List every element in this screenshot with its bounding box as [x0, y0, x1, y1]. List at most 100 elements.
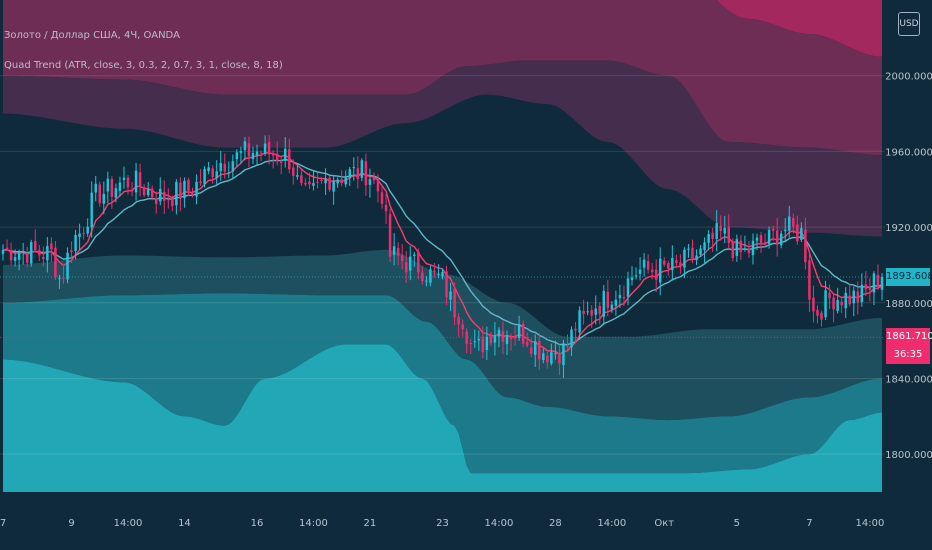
candle-body[interactable]	[146, 189, 150, 196]
candle-body[interactable]	[727, 226, 731, 243]
candle[interactable]	[489, 332, 493, 347]
candle[interactable]	[25, 246, 29, 268]
candle[interactable]	[400, 244, 404, 270]
candle-body[interactable]	[800, 228, 803, 240]
candle-body[interactable]	[259, 152, 263, 154]
candle-body[interactable]	[663, 260, 666, 265]
candle-body[interactable]	[122, 177, 126, 180]
candle[interactable]	[167, 188, 170, 209]
candle[interactable]	[735, 234, 739, 262]
candle[interactable]	[719, 215, 722, 241]
candle[interactable]	[513, 326, 517, 346]
candle-body[interactable]	[292, 167, 295, 176]
candle[interactable]	[199, 169, 202, 186]
candle[interactable]	[336, 177, 339, 188]
candle[interactable]	[771, 225, 775, 241]
candle[interactable]	[449, 282, 452, 312]
candle[interactable]	[275, 141, 279, 166]
candle-body[interactable]	[582, 310, 585, 314]
candle[interactable]	[13, 249, 17, 267]
candle-body[interactable]	[308, 181, 311, 185]
candle-body[interactable]	[296, 175, 299, 177]
candle-body[interactable]	[421, 272, 424, 281]
candle[interactable]	[50, 237, 53, 263]
candle[interactable]	[844, 287, 847, 319]
candle-body[interactable]	[626, 278, 630, 297]
candle-body[interactable]	[267, 141, 271, 155]
candle-body[interactable]	[179, 182, 182, 199]
candle[interactable]	[46, 237, 49, 273]
candle-body[interactable]	[554, 353, 557, 355]
candle[interactable]	[687, 244, 690, 258]
candle[interactable]	[743, 235, 747, 252]
candle[interactable]	[138, 163, 142, 197]
candle-body[interactable]	[836, 300, 839, 311]
candle[interactable]	[292, 159, 295, 185]
candle-body[interactable]	[78, 233, 81, 238]
candle[interactable]	[804, 217, 807, 270]
candle[interactable]	[477, 330, 481, 351]
candle[interactable]	[630, 266, 634, 286]
candle-body[interactable]	[54, 247, 57, 278]
candle[interactable]	[606, 280, 610, 317]
candle[interactable]	[856, 281, 860, 315]
candle-body[interactable]	[759, 235, 763, 245]
candle[interactable]	[94, 175, 97, 202]
candle-body[interactable]	[808, 260, 811, 300]
candle-body[interactable]	[550, 352, 553, 364]
candle[interactable]	[646, 254, 650, 274]
candle-body[interactable]	[203, 169, 206, 184]
candle[interactable]	[691, 239, 694, 264]
candle[interactable]	[542, 348, 545, 364]
candle[interactable]	[792, 213, 795, 234]
candle-body[interactable]	[517, 325, 521, 338]
candle[interactable]	[675, 254, 678, 269]
candle-body[interactable]	[348, 169, 352, 178]
candle[interactable]	[796, 215, 799, 245]
candle-body[interactable]	[130, 189, 134, 191]
candle[interactable]	[671, 245, 674, 281]
candle-body[interactable]	[275, 153, 279, 161]
candle-body[interactable]	[707, 234, 710, 243]
candle[interactable]	[223, 153, 227, 179]
candle-body[interactable]	[771, 228, 775, 231]
candle-body[interactable]	[380, 192, 384, 204]
candle[interactable]	[755, 233, 759, 250]
candlesticks[interactable]	[1, 135, 884, 378]
candle-body[interactable]	[578, 310, 581, 333]
candle-body[interactable]	[775, 230, 779, 245]
candle-body[interactable]	[602, 290, 606, 317]
candle-body[interactable]	[417, 251, 420, 273]
candle[interactable]	[312, 170, 315, 191]
candle[interactable]	[219, 151, 222, 181]
candle-body[interactable]	[590, 310, 593, 316]
candle[interactable]	[78, 223, 81, 250]
candle[interactable]	[175, 179, 178, 215]
candle-body[interactable]	[848, 295, 851, 305]
candle-body[interactable]	[62, 277, 65, 279]
candle-body[interactable]	[796, 224, 799, 242]
candle[interactable]	[255, 144, 259, 166]
candle[interactable]	[699, 245, 702, 258]
candle[interactable]	[836, 287, 839, 314]
candle-body[interactable]	[300, 175, 303, 183]
candle[interactable]	[788, 205, 791, 238]
candle[interactable]	[429, 265, 432, 287]
candle-body[interactable]	[9, 250, 13, 261]
candle-body[interactable]	[372, 176, 376, 181]
candle-body[interactable]	[118, 182, 122, 191]
candle-body[interactable]	[465, 331, 468, 344]
candle[interactable]	[634, 267, 638, 280]
candle[interactable]	[58, 274, 61, 289]
candle[interactable]	[118, 176, 122, 197]
candle-body[interactable]	[856, 291, 860, 303]
candle-body[interactable]	[812, 297, 815, 312]
candle-body[interactable]	[175, 181, 178, 206]
candle-body[interactable]	[558, 353, 561, 364]
candle[interactable]	[663, 257, 666, 267]
candle[interactable]	[146, 182, 150, 198]
candle-body[interactable]	[747, 249, 751, 254]
candle[interactable]	[642, 253, 646, 277]
candle[interactable]	[163, 180, 166, 214]
